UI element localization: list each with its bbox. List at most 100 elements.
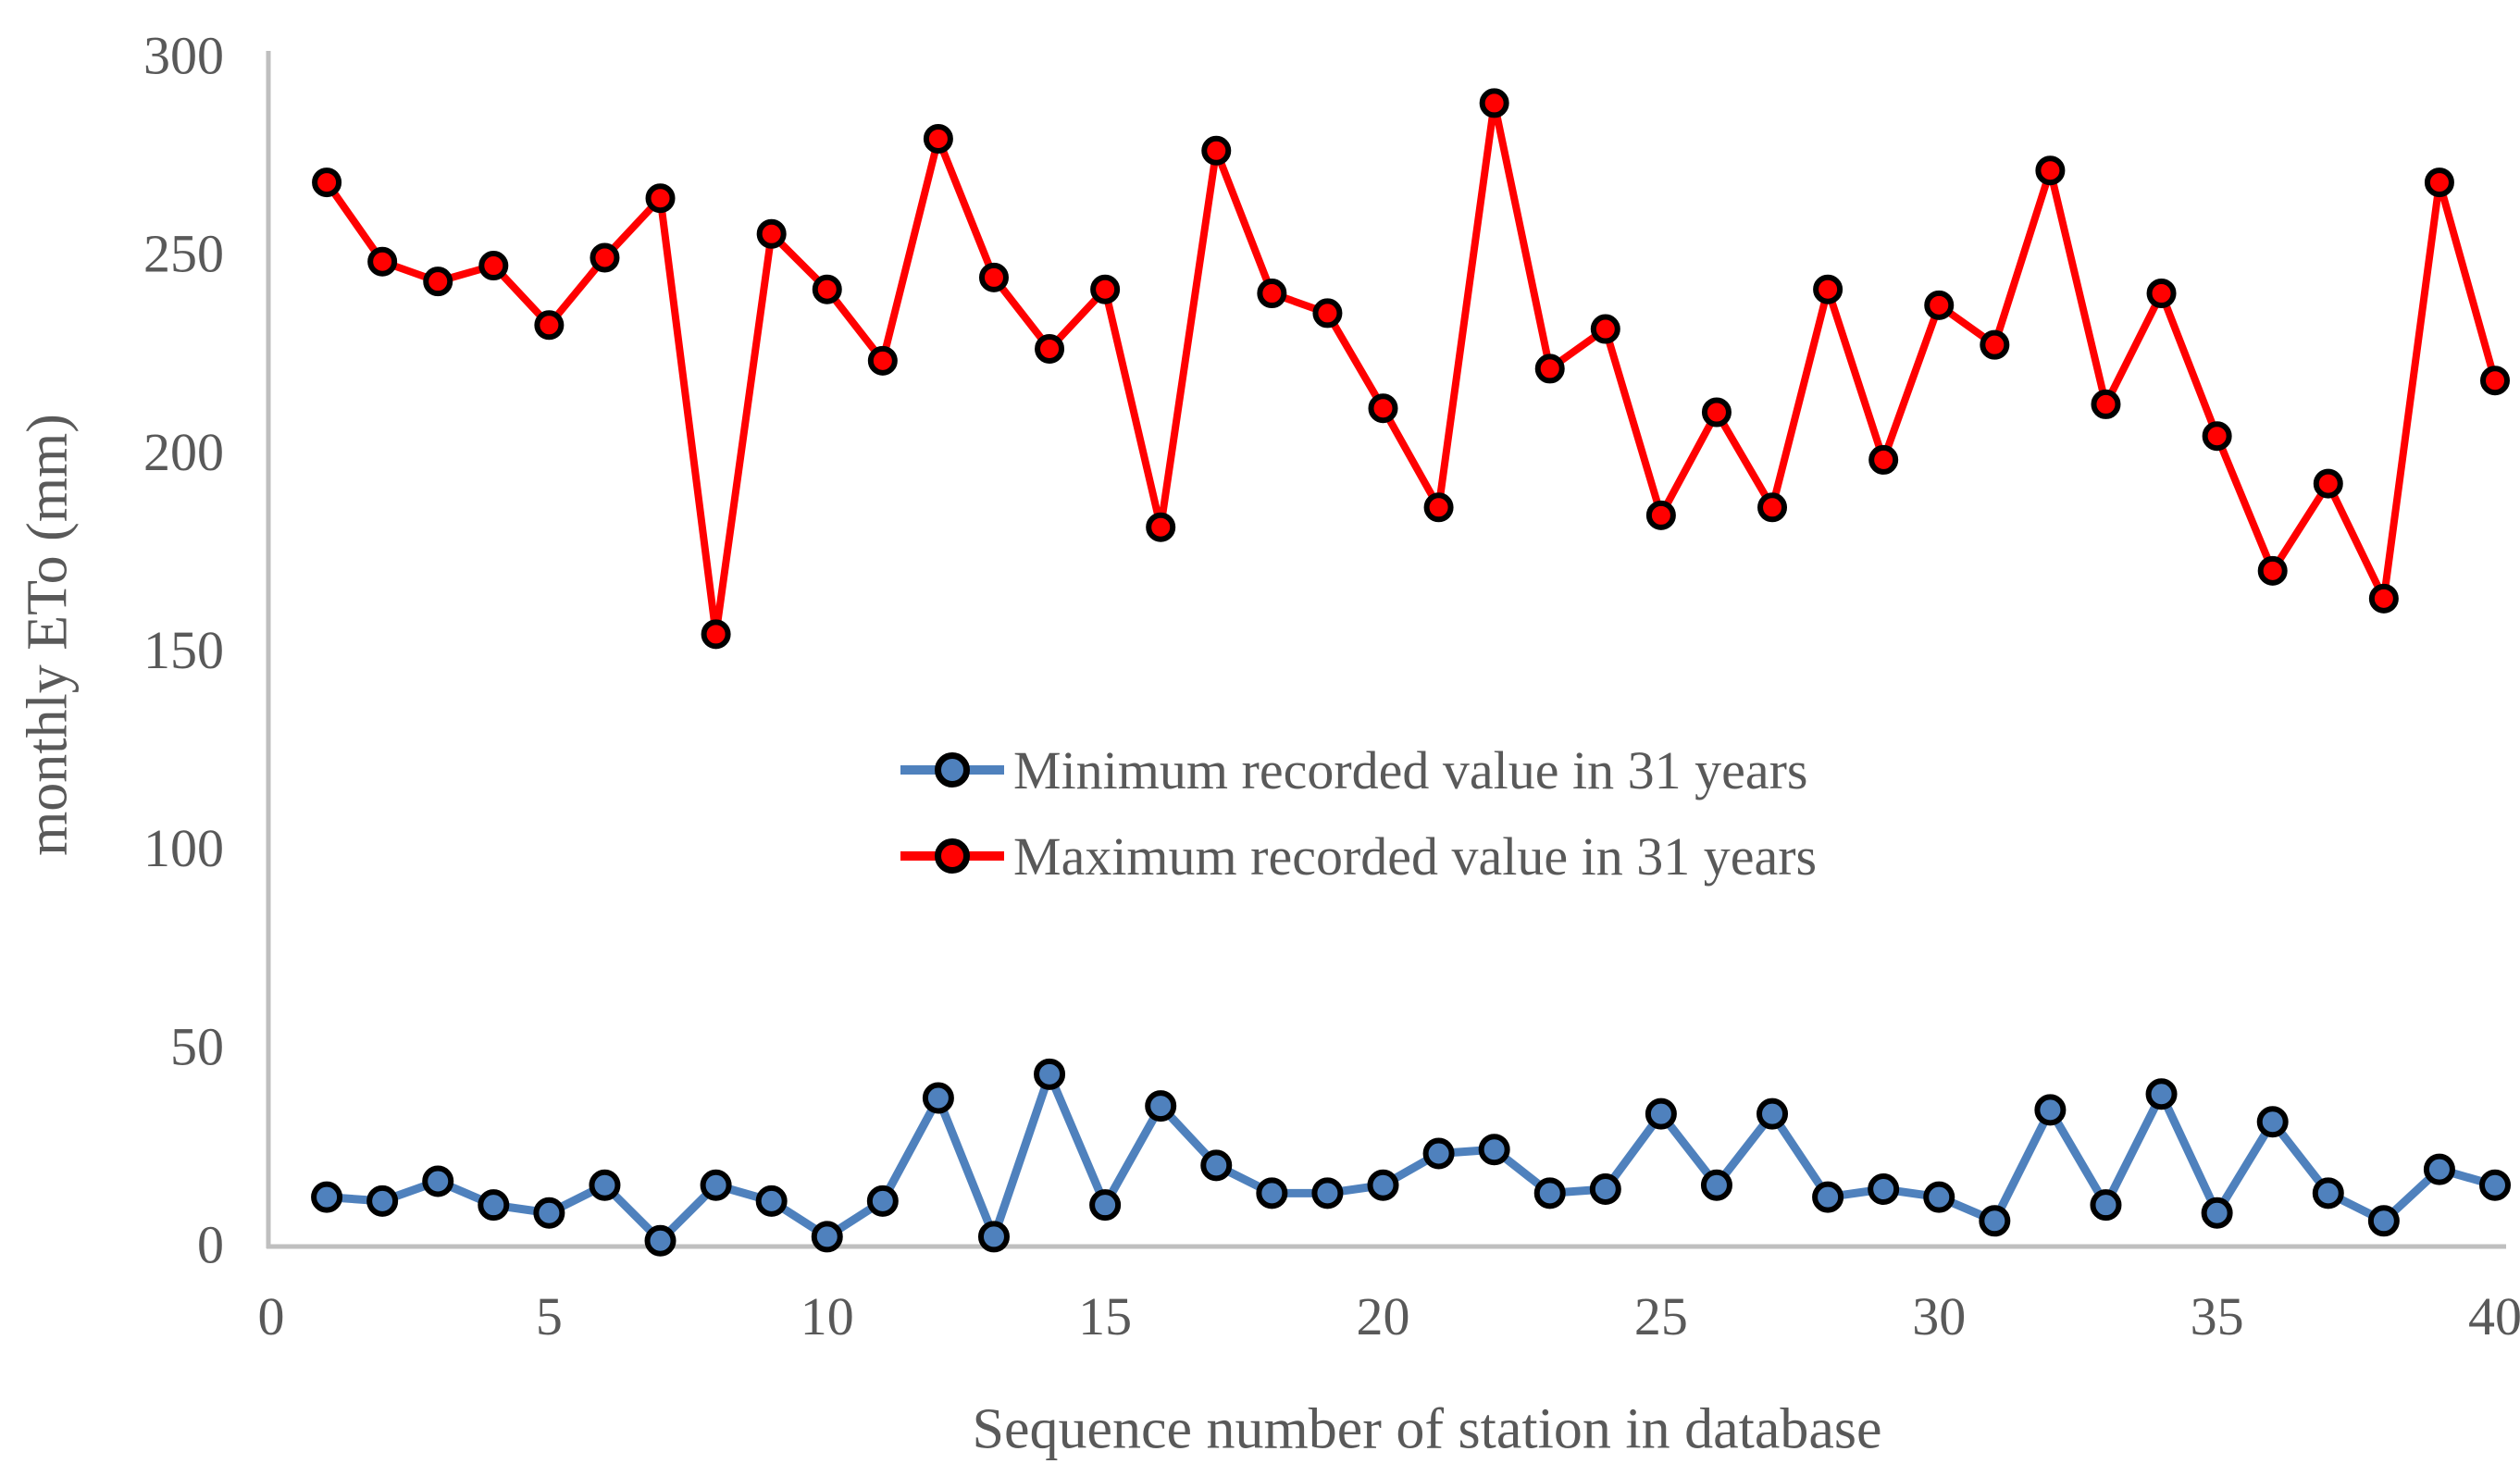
legend-item-minimum: Minimum recorded value in 31 years [900, 739, 1817, 800]
max-series-marker [534, 310, 565, 341]
min-series-marker [1256, 1177, 1288, 1209]
minimum-key-marker-icon [935, 752, 970, 788]
max-series-marker [756, 218, 787, 249]
legend-label-minimum: Minimum recorded value in 31 years [1013, 739, 1808, 800]
min-series-marker [1700, 1169, 1732, 1201]
min-series-marker [422, 1165, 454, 1197]
max-series-marker [590, 242, 620, 273]
max-series-marker [2480, 366, 2510, 396]
max-series-marker [478, 251, 509, 281]
x-tick-label: 10 [801, 1286, 854, 1346]
min-series-marker [2312, 1177, 2344, 1209]
min-series-marker [922, 1082, 954, 1114]
max-series-marker [1868, 444, 1899, 475]
max-series-marker [1368, 393, 1398, 424]
x-tick-label: 15 [1078, 1286, 1132, 1346]
min-series-marker [1868, 1173, 1900, 1206]
min-series-marker [366, 1185, 399, 1217]
max-series-marker [978, 262, 1009, 292]
x-tick-label: 40 [2468, 1286, 2520, 1346]
min-series-marker [1200, 1149, 1233, 1182]
max-series-marker [1813, 274, 1843, 304]
max-series-marker [1090, 274, 1121, 304]
max-series-marker [1257, 279, 1287, 308]
min-series-marker [811, 1221, 843, 1253]
x-tick-label: 20 [1357, 1286, 1410, 1346]
min-series-marker [1367, 1169, 1399, 1201]
legend-label-maximum: Maximum recorded value in 31 years [1013, 825, 1818, 887]
max-series-marker [1534, 353, 1565, 384]
max-series-marker [2035, 155, 2066, 186]
min-series-marker [866, 1185, 899, 1217]
min-series-marker [311, 1181, 343, 1213]
y-tick-label: 50 [170, 1016, 224, 1076]
max-series-marker [1590, 314, 1620, 344]
min-series-marker [644, 1224, 677, 1257]
max-series-marker [923, 123, 953, 154]
min-series-marker [1979, 1205, 2011, 1237]
max-series-marker [2368, 583, 2399, 614]
max-series-marker [1924, 290, 1955, 320]
x-tick-label: 35 [2191, 1286, 2244, 1346]
y-tick-label: 250 [143, 224, 224, 284]
max-series-line [323, 99, 2499, 639]
max-series-marker [1645, 500, 1676, 530]
x-tick-label: 30 [1912, 1286, 1966, 1346]
y-axis-title: monthly ETo (mm) [16, 414, 80, 856]
min-series-marker [1923, 1181, 1955, 1213]
max-series-marker [1980, 329, 2010, 360]
max-series-marker [2091, 389, 2121, 419]
max-series-marker [312, 167, 342, 198]
x-tick-label: 5 [536, 1286, 563, 1346]
max-series-marker [1201, 135, 1232, 166]
min-series-marker [478, 1189, 510, 1222]
y-tick-label: 0 [197, 1215, 224, 1275]
legend-item-maximum: Maximum recorded value in 31 years [900, 825, 1817, 887]
min-series-marker [977, 1221, 1010, 1253]
minimum-series-key-icon [900, 751, 1004, 788]
max-series-marker [812, 274, 842, 304]
min-series-marker [1089, 1189, 1122, 1222]
min-series-marker [1533, 1177, 1566, 1209]
x-tick-label: 25 [1634, 1286, 1688, 1346]
min-series-marker [1478, 1134, 1510, 1166]
min-series-marker [2145, 1078, 2178, 1110]
min-series-marker [2256, 1106, 2289, 1138]
maximum-series-key-icon [900, 837, 1004, 874]
max-series-marker [2146, 279, 2177, 308]
y-tick-label: 100 [143, 818, 224, 878]
max-series-marker [2202, 421, 2232, 452]
min-series-marker [1757, 1098, 1789, 1130]
min-series-marker [2479, 1169, 2511, 1201]
y-tick-label: 300 [143, 26, 224, 86]
max-series-marker [367, 246, 398, 277]
maximum-key-marker-icon [935, 838, 970, 874]
max-series-marker [645, 183, 676, 214]
min-series-marker [2034, 1094, 2067, 1126]
min-series-marker [2423, 1153, 2455, 1185]
x-tick-label: 0 [258, 1286, 285, 1346]
min-series-line [322, 1070, 2500, 1246]
max-series-marker [2424, 167, 2454, 198]
min-series-marker [2367, 1205, 2400, 1237]
max-series-marker [1757, 492, 1788, 523]
min-series-marker [1645, 1098, 1677, 1130]
min-series-marker [2090, 1189, 2122, 1222]
max-series-marker [1701, 397, 1732, 428]
max-series-marker [1423, 492, 1454, 523]
max-series-marker [1035, 333, 1065, 364]
min-series-marker [1311, 1177, 1344, 1209]
max-series-marker [701, 619, 731, 650]
min-series-marker [2201, 1197, 2233, 1229]
min-series-marker [1589, 1173, 1621, 1206]
min-series-marker [700, 1169, 732, 1201]
min-series-marker [589, 1169, 621, 1201]
y-tick-label: 150 [143, 620, 224, 680]
max-series-marker [867, 345, 898, 376]
max-series-marker [1312, 298, 1343, 329]
y-tick-label: 200 [143, 422, 224, 482]
max-series-marker [1479, 88, 1509, 118]
max-series-marker [2313, 468, 2343, 499]
